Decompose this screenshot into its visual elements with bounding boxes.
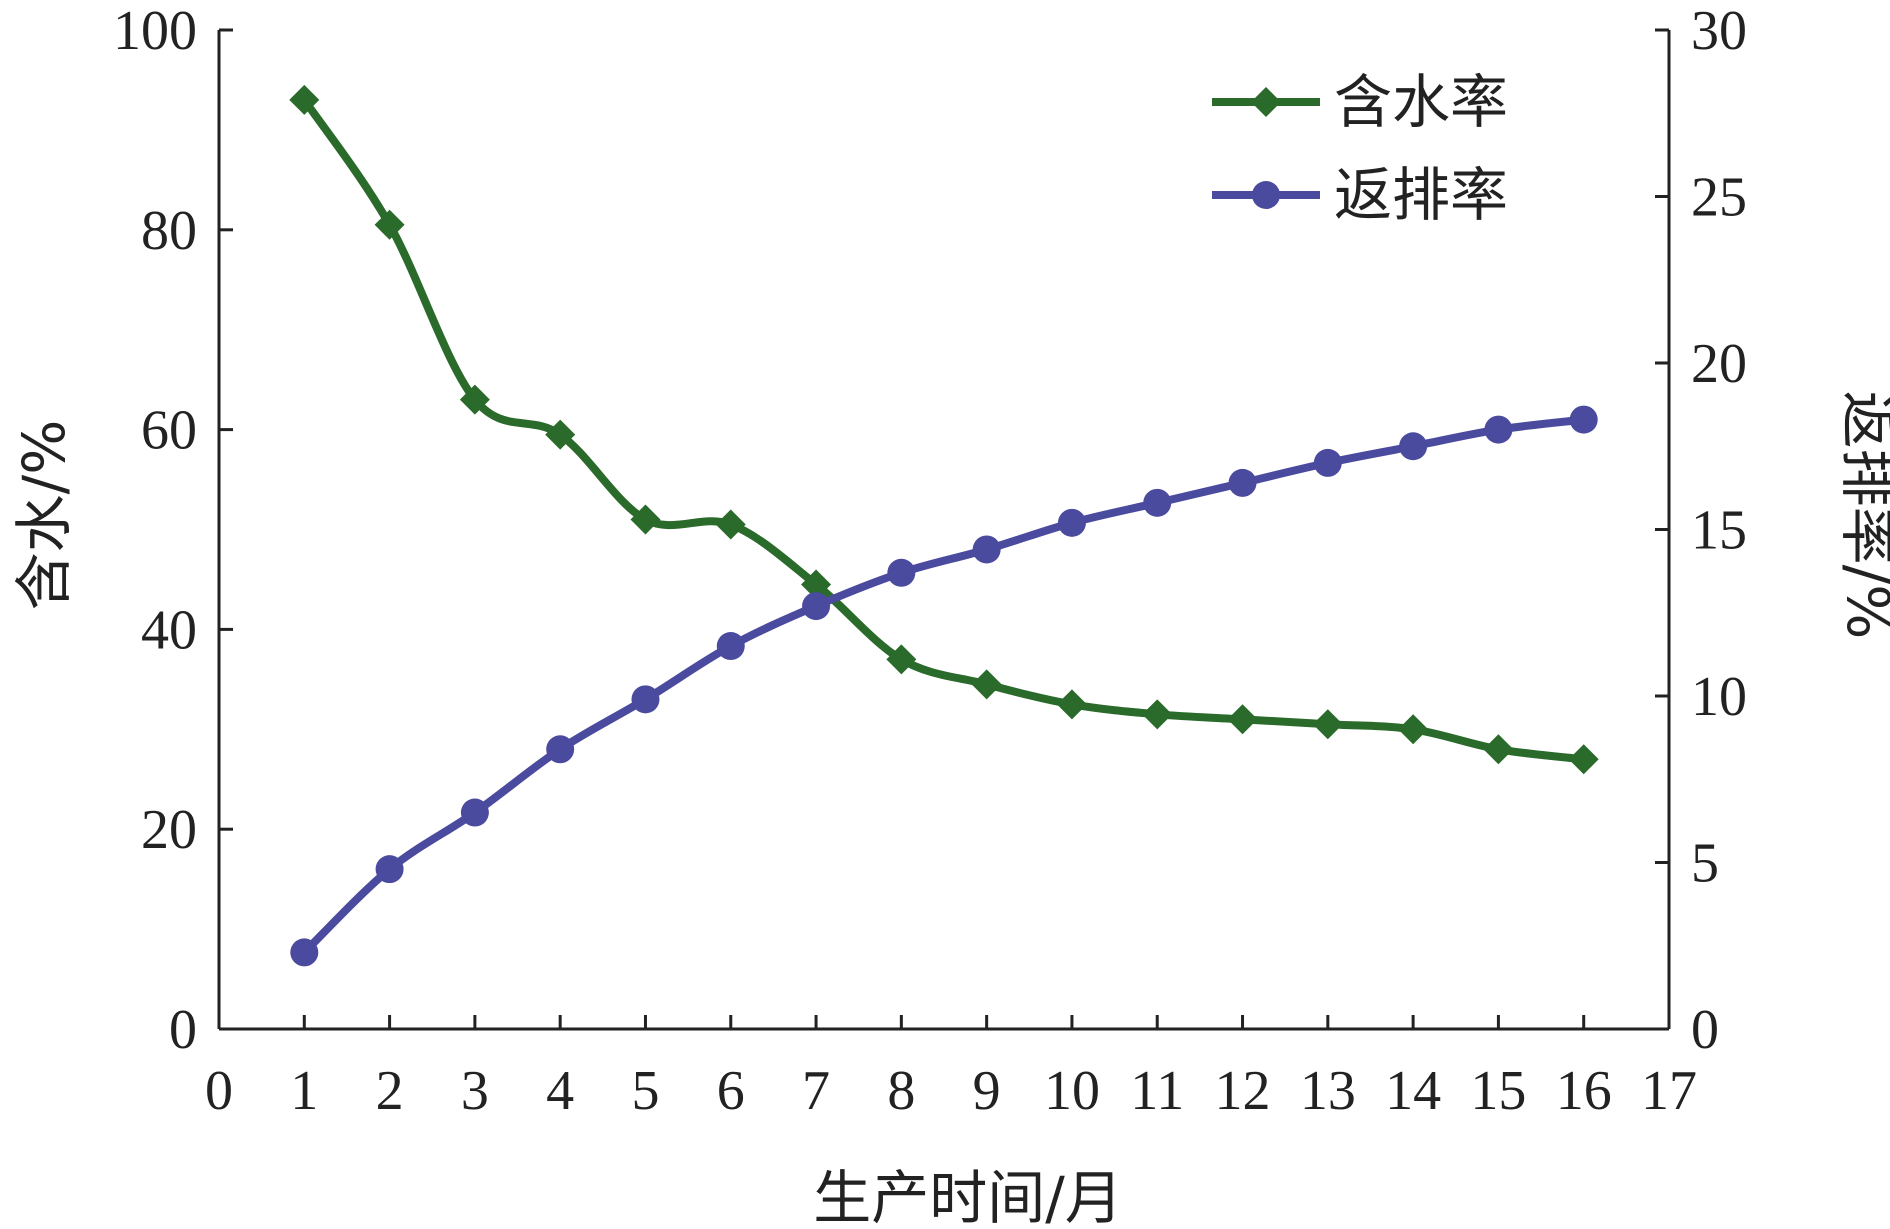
data-point	[630, 504, 661, 535]
data-point	[1569, 405, 1598, 434]
x-axis-ticks: 0 1 2 3 4 5 6 7 8 9 10 11 12 13 14 15 16 17	[205, 1015, 1697, 1122]
x-tick-label: 17	[1641, 1060, 1697, 1122]
data-point	[1568, 744, 1599, 775]
x-tick-label: 4	[546, 1060, 574, 1122]
x-tick-label: 1	[290, 1060, 318, 1122]
legend-item: 返排率	[1212, 161, 1508, 229]
x-tick-label: 8	[887, 1060, 915, 1122]
data-point	[631, 685, 660, 714]
left-y-tick-label: 0	[169, 999, 197, 1061]
data-point	[1056, 689, 1087, 720]
series-2	[290, 405, 1598, 967]
data-point	[1483, 734, 1514, 765]
data-point	[1313, 448, 1342, 477]
left-y-tick-label: 80	[141, 200, 197, 262]
data-point	[1228, 468, 1257, 497]
legend-label: 含水率	[1334, 68, 1508, 136]
data-point	[801, 569, 832, 600]
data-point	[545, 419, 576, 450]
right-y-axis-ticks: 0 5 10 15 20 25 30	[1655, 0, 1747, 1061]
x-tick-label: 5	[631, 1060, 659, 1122]
x-tick-label: 10	[1044, 1060, 1100, 1122]
data-point	[546, 735, 575, 764]
data-point	[1142, 699, 1173, 730]
data-point	[375, 855, 404, 884]
data-point	[971, 669, 1002, 700]
data-point	[1227, 704, 1258, 735]
x-tick-label: 6	[717, 1060, 745, 1122]
data-point	[459, 384, 490, 415]
left-y-axis-title: 含水/%	[10, 420, 78, 611]
x-tick-label: 7	[802, 1060, 830, 1122]
left-y-tick-label: 20	[141, 799, 197, 861]
left-y-axis-ticks: 0 20 40 60 80 100	[113, 0, 233, 1061]
x-tick-label: 16	[1556, 1060, 1612, 1122]
data-point	[290, 938, 319, 967]
data-point	[1484, 415, 1513, 444]
right-y-tick-label: 10	[1691, 666, 1747, 728]
left-y-tick-label: 60	[141, 400, 197, 462]
right-y-tick-label: 30	[1691, 0, 1747, 62]
data-point	[715, 509, 746, 540]
legend-swatch-marker	[1252, 181, 1280, 209]
x-tick-label: 13	[1300, 1060, 1356, 1122]
data-point	[887, 558, 916, 587]
data-point	[374, 209, 405, 240]
right-y-axis-title: 返排率/%	[1834, 391, 1890, 640]
right-y-tick-label: 20	[1691, 333, 1747, 395]
data-point	[1399, 432, 1428, 461]
series-line	[301, 415, 1585, 956]
data-point	[972, 535, 1001, 564]
data-point	[1398, 714, 1429, 745]
x-tick-label: 9	[973, 1060, 1001, 1122]
data-point	[1057, 508, 1086, 537]
right-y-tick-label: 25	[1691, 167, 1747, 229]
x-tick-label: 2	[376, 1060, 404, 1122]
left-y-tick-label: 100	[113, 0, 197, 62]
data-point	[289, 84, 320, 115]
x-tick-label: 0	[205, 1060, 233, 1122]
right-y-tick-label: 15	[1691, 500, 1747, 562]
x-tick-label: 3	[461, 1060, 489, 1122]
x-tick-label: 12	[1215, 1060, 1271, 1122]
x-axis-title: 生产时间/月	[813, 1164, 1123, 1229]
data-point	[716, 632, 745, 661]
data-point	[460, 798, 489, 827]
legend-label: 返排率	[1334, 161, 1508, 229]
legend-swatch-marker	[1251, 87, 1281, 117]
data-point	[1312, 709, 1343, 740]
x-tick-label: 11	[1130, 1060, 1184, 1122]
data-point	[1143, 488, 1172, 517]
data-point	[802, 592, 831, 621]
series-layer	[289, 84, 1599, 967]
right-y-tick-label: 0	[1691, 999, 1719, 1061]
right-y-tick-label: 5	[1691, 833, 1719, 895]
legend-item: 含水率	[1212, 68, 1508, 136]
series-1	[289, 84, 1599, 775]
x-tick-label: 14	[1385, 1060, 1441, 1122]
left-y-tick-label: 40	[141, 599, 197, 661]
x-tick-label: 15	[1470, 1060, 1526, 1122]
data-point	[886, 644, 917, 675]
